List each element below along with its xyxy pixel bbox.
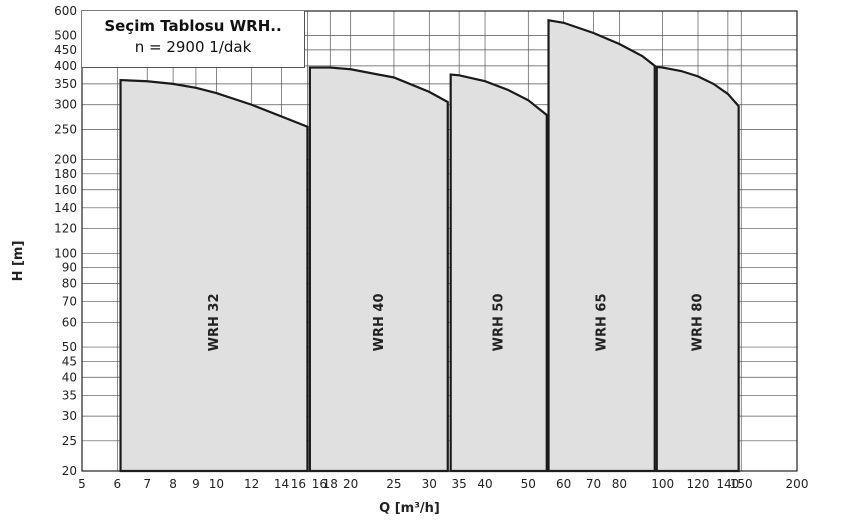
chart-subtitle: n = 2900 1/dak [134,38,252,56]
x-tick-label: 10 [209,477,224,491]
x-tick-label: 140 [716,477,739,491]
x-tick-label: 35 [452,477,467,491]
y-tick-label: 450 [54,43,77,57]
x-tick-label: 80 [612,477,627,491]
y-tick-label: 400 [54,59,77,73]
y-tick-label: 45 [62,354,77,368]
x-tick-label: 120 [687,477,710,491]
series-region-1 [119,78,309,473]
series-label: WRH 50 [492,293,507,351]
x-tick-label: 150 [730,477,753,491]
x-tick-label: 14 [274,477,289,491]
x-tick-label: 9 [192,477,200,491]
x-tick-label: 6 [114,477,122,491]
series-region-3 [449,73,548,473]
series-region-5 [655,65,740,473]
series-region-2 [308,66,449,473]
x-tick-label: 7 [143,477,151,491]
series-label: WRH 32 [207,293,222,351]
y-tick-label: 140 [54,201,77,215]
x-axis-label: Q [m³/h] [379,501,440,516]
y-tick-label: 160 [54,183,77,197]
series-label: WRH 40 [372,293,387,351]
series-regions [119,19,740,473]
x-tick-label: 20 [343,477,358,491]
y-tick-label: 600 [54,4,77,18]
series-region-4 [547,19,656,473]
y-tick-label: 180 [54,167,77,181]
x-tick-label: 8 [169,477,177,491]
x-tick-label: 16 [291,477,306,491]
y-tick-label: 200 [54,153,77,167]
y-tick-label: 40 [62,370,77,384]
y-tick-label: 120 [54,222,77,236]
x-tick-label: 16 [312,477,327,491]
y-tick-label: 35 [62,388,77,402]
x-tick-label: 60 [556,477,571,491]
y-tick-label: 50 [62,340,77,354]
series-label: WRH 65 [595,293,610,351]
y-tick-label: 300 [54,98,77,112]
series-labels: WRH 32 WRH 40 WRH 50 WRH 65 WRH 80 [207,293,706,351]
y-tick-label: 350 [54,77,77,91]
x-tick-label: 50 [521,477,536,491]
x-tick-label: 200 [786,477,809,491]
y-tick-label: 100 [54,246,77,260]
y-tick-label: 500 [54,29,77,43]
y-tick-label: 25 [62,434,77,448]
y-tick-label: 60 [62,315,77,329]
x-tick-label: 70 [586,477,601,491]
x-tick-label: 12 [244,477,259,491]
x-tick-label: 100 [651,477,674,491]
y-tick-label: 90 [62,261,77,275]
x-tick-label: 30 [422,477,437,491]
plot-frame [81,10,798,472]
series-label: WRH 80 [691,293,706,351]
y-tick-label: 250 [54,122,77,136]
chart-title-box: Seçim Tablosu WRH.. n = 2900 1/dak [82,11,305,68]
x-tick-label: 40 [477,477,492,491]
y-tick-label: 20 [62,464,77,478]
y-tick-label: 70 [62,295,77,309]
y-axis-label: H [m] [11,241,26,282]
y-tick-label: 80 [62,277,77,291]
x-tick-label: 18 [323,477,338,491]
y-tick-label: 30 [62,409,77,423]
chart-title: Seçim Tablosu WRH.. [104,17,282,35]
x-tick-label: 5 [78,477,86,491]
x-tick-label: 25 [386,477,401,491]
